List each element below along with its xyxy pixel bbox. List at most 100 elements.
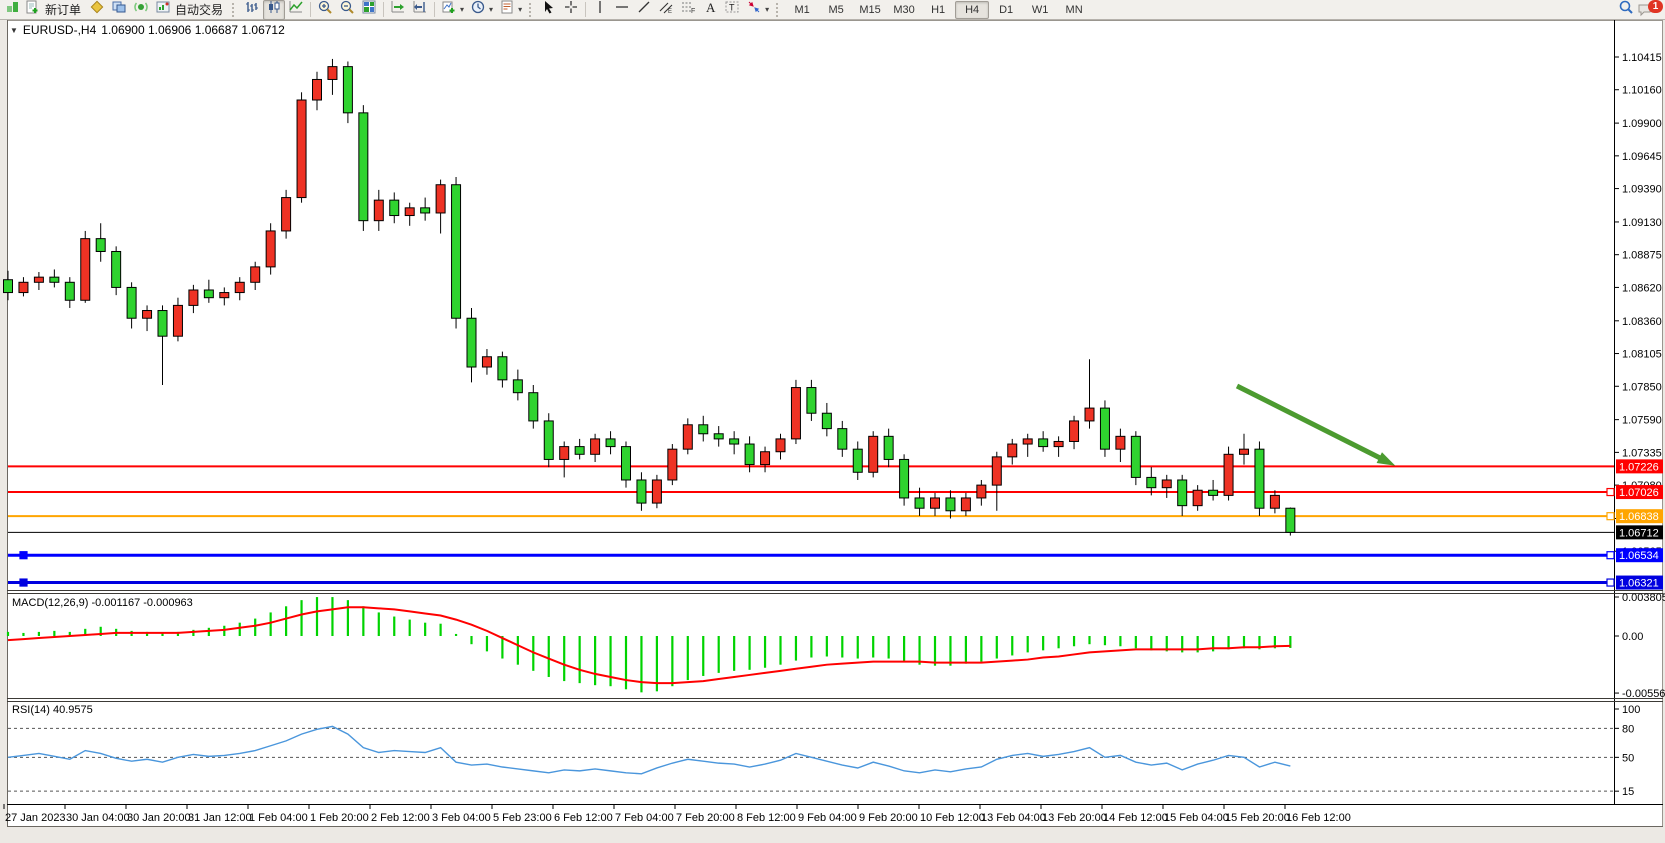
candlestick[interactable] — [821, 412, 832, 430]
candlestick[interactable] — [744, 443, 755, 466]
candlestick[interactable] — [342, 66, 353, 114]
candlestick[interactable] — [698, 424, 709, 435]
candlestick[interactable] — [636, 479, 647, 504]
timeframe-button-w1[interactable]: W1 — [1031, 3, 1049, 16]
candlestick[interactable] — [157, 310, 168, 337]
candlestick[interactable] — [1038, 438, 1049, 448]
profiles-button[interactable] — [86, 0, 108, 20]
candlestick[interactable] — [651, 479, 662, 504]
candlestick[interactable] — [327, 66, 338, 80]
candlestick-button[interactable] — [263, 0, 286, 20]
candlestick[interactable] — [1115, 435, 1126, 450]
candlestick[interactable] — [250, 266, 261, 283]
candlestick[interactable] — [1084, 407, 1095, 422]
line-handle[interactable] — [19, 578, 28, 587]
zoom-in-button[interactable] — [314, 0, 336, 20]
line-chart-button[interactable] — [285, 0, 307, 20]
candlestick[interactable] — [605, 438, 616, 448]
text-button[interactable]: A — [699, 0, 721, 20]
candlestick[interactable] — [790, 387, 801, 440]
candlestick[interactable] — [914, 497, 925, 509]
candlestick[interactable] — [481, 356, 492, 368]
fibonacci-button[interactable]: F — [677, 0, 699, 20]
line-handle[interactable] — [1606, 551, 1615, 560]
timeframe-button-h1[interactable]: H1 — [931, 3, 946, 16]
bar-chart-button[interactable] — [241, 0, 263, 20]
candlestick[interactable] — [33, 276, 44, 283]
trend-arrow-head[interactable] — [1376, 452, 1396, 466]
candlestick[interactable] — [451, 184, 462, 319]
notifications-button[interactable]: 1 — [1637, 0, 1663, 19]
chart-shift-button[interactable] — [409, 0, 431, 20]
candlestick[interactable] — [80, 238, 91, 301]
timeframe-button-d1[interactable]: D1 — [999, 3, 1014, 16]
candlestick[interactable] — [1022, 438, 1033, 445]
candlestick[interactable] — [512, 379, 523, 394]
candlestick[interactable] — [312, 78, 322, 101]
candlestick[interactable] — [1053, 440, 1064, 448]
line-handle[interactable] — [1606, 578, 1615, 587]
auto-scroll-button[interactable] — [387, 0, 409, 20]
crosshair-button[interactable] — [560, 0, 582, 20]
candlestick[interactable] — [899, 458, 910, 499]
candlestick[interactable] — [960, 497, 971, 512]
candlestick[interactable] — [188, 289, 199, 306]
candlestick[interactable] — [1099, 407, 1110, 450]
candlestick[interactable] — [3, 279, 13, 294]
candlestick[interactable] — [126, 286, 137, 319]
candlestick[interactable] — [667, 448, 678, 481]
candlestick[interactable] — [466, 317, 477, 368]
candlestick[interactable] — [760, 451, 771, 466]
candlestick[interactable] — [18, 281, 29, 294]
arrows-button[interactable]: ▾ — [743, 0, 772, 20]
auto-trading-button[interactable]: 自动交易 — [152, 0, 228, 20]
candlestick[interactable] — [945, 497, 956, 512]
timeframe-button-m1[interactable]: M1 — [794, 3, 810, 16]
candlestick[interactable] — [172, 304, 183, 337]
candlestick[interactable] — [111, 250, 122, 288]
templates-button[interactable]: ▾ — [496, 0, 525, 20]
trendline-button[interactable] — [633, 0, 655, 20]
candlestick[interactable] — [389, 199, 400, 217]
candlestick[interactable] — [806, 387, 817, 414]
market-watch-button[interactable] — [108, 0, 130, 20]
cursor-button[interactable] — [538, 0, 560, 20]
candlestick[interactable] — [559, 446, 570, 460]
candlestick[interactable] — [373, 199, 384, 222]
candlestick[interactable] — [713, 433, 724, 440]
line-handle[interactable] — [1606, 512, 1615, 521]
candlestick[interactable] — [404, 207, 415, 217]
candlestick[interactable] — [435, 184, 446, 214]
candlestick[interactable] — [837, 428, 848, 450]
candlestick[interactable] — [528, 392, 539, 422]
chart-canvas[interactable]: 1.10415 1.10160 1.09900 1.09645 1.09390 1.091… — [0, 20, 1665, 838]
timeframe-button-m5[interactable]: M5 — [828, 3, 844, 16]
candlestick[interactable] — [729, 438, 740, 445]
candlestick[interactable] — [1146, 476, 1157, 489]
timeframe-button-m30[interactable]: M30 — [893, 3, 915, 16]
candlestick[interactable] — [95, 238, 106, 252]
candlestick[interactable] — [281, 197, 292, 232]
timeframe-button-h4[interactable]: H4 — [955, 0, 990, 19]
candlestick[interactable] — [930, 497, 940, 509]
text-label-button[interactable]: T — [721, 0, 743, 20]
search-button[interactable] — [1615, 0, 1637, 20]
candlestick[interactable] — [1239, 448, 1249, 455]
candlestick[interactable] — [219, 292, 230, 299]
candlestick[interactable] — [543, 420, 554, 460]
tile-windows-button[interactable] — [358, 0, 380, 20]
candlestick[interactable] — [1208, 489, 1219, 496]
timeframe-button-mn[interactable]: MN — [1065, 3, 1083, 16]
timeframe-button-m15[interactable]: M15 — [859, 3, 881, 16]
line-handle[interactable] — [19, 551, 28, 560]
trend-arrow-line[interactable] — [1235, 383, 1383, 461]
candlestick[interactable] — [265, 230, 276, 268]
candlestick[interactable] — [976, 484, 987, 499]
candlestick[interactable] — [1069, 420, 1080, 442]
candlestick[interactable] — [234, 281, 245, 294]
candlestick[interactable] — [868, 435, 879, 473]
cropped-chart-icon[interactable] — [0, 0, 22, 20]
line-handle[interactable] — [1606, 487, 1615, 497]
candlestick[interactable] — [621, 446, 631, 481]
candlestick[interactable] — [497, 356, 508, 381]
